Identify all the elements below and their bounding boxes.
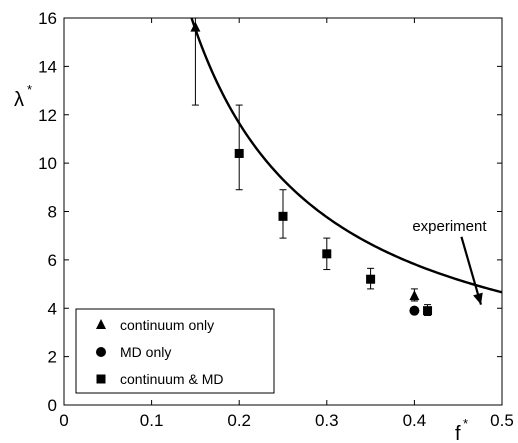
y-tick-label: 8 xyxy=(48,203,57,222)
axis-labels: f *λ * xyxy=(14,82,468,443)
y-axis-label: λ xyxy=(14,89,24,111)
x-tick-label: 0.4 xyxy=(403,411,427,430)
legend-box xyxy=(75,308,275,394)
legend-entry-label: continuum only xyxy=(120,317,214,333)
legend-circle-marker xyxy=(96,347,106,357)
square-marker xyxy=(423,306,433,316)
experiment-curve-layer xyxy=(190,18,502,294)
errorbar-layer xyxy=(191,18,432,317)
y-tick-label: 12 xyxy=(38,106,57,125)
x-tick-label: 0 xyxy=(59,411,68,430)
marker-layer xyxy=(190,21,433,316)
experiment-curve xyxy=(190,18,502,294)
x-axis-label: f xyxy=(455,423,461,443)
y-tick-label: 16 xyxy=(38,9,57,28)
square-marker xyxy=(322,249,332,259)
x-tick-label: 0.5 xyxy=(490,411,514,430)
tick-layer: 0 0.1 0.2 0.3 0.4 0.5 0 2 4 6 8 10 12 14 16 xyxy=(38,9,514,430)
annotation-arrow-head xyxy=(473,292,483,305)
legend: continuum only MD only continuum & MD xyxy=(75,308,275,394)
legend-square-marker xyxy=(96,374,106,384)
x-tick-label: 0.1 xyxy=(140,411,164,430)
x-axis-label-superscript: * xyxy=(463,416,468,431)
circle-marker xyxy=(409,305,420,316)
x-tick-label: 0.3 xyxy=(315,411,339,430)
legend-entry-label: continuum & MD xyxy=(120,371,223,387)
legend-triangle-marker xyxy=(96,319,106,329)
y-tick-label: 14 xyxy=(38,57,57,76)
annotation-arrow-line xyxy=(460,236,483,305)
y-tick-label: 10 xyxy=(38,154,57,173)
y-tick-label: 2 xyxy=(48,348,57,367)
x-tick-label: 0.2 xyxy=(227,411,251,430)
y-axis-label-superscript: * xyxy=(27,82,32,97)
square-marker xyxy=(366,274,376,284)
triangle-marker xyxy=(409,290,420,301)
square-marker xyxy=(278,211,288,221)
y-tick-label: 0 xyxy=(48,396,57,415)
annotation-layer: experiment xyxy=(412,218,487,305)
y-tick-label: 6 xyxy=(48,251,57,270)
annotation-label: experiment xyxy=(412,218,487,235)
legend-entry-label: MD only xyxy=(120,344,171,360)
triangle-marker xyxy=(190,21,201,32)
y-tick-label: 4 xyxy=(48,299,57,318)
square-marker xyxy=(234,148,244,158)
